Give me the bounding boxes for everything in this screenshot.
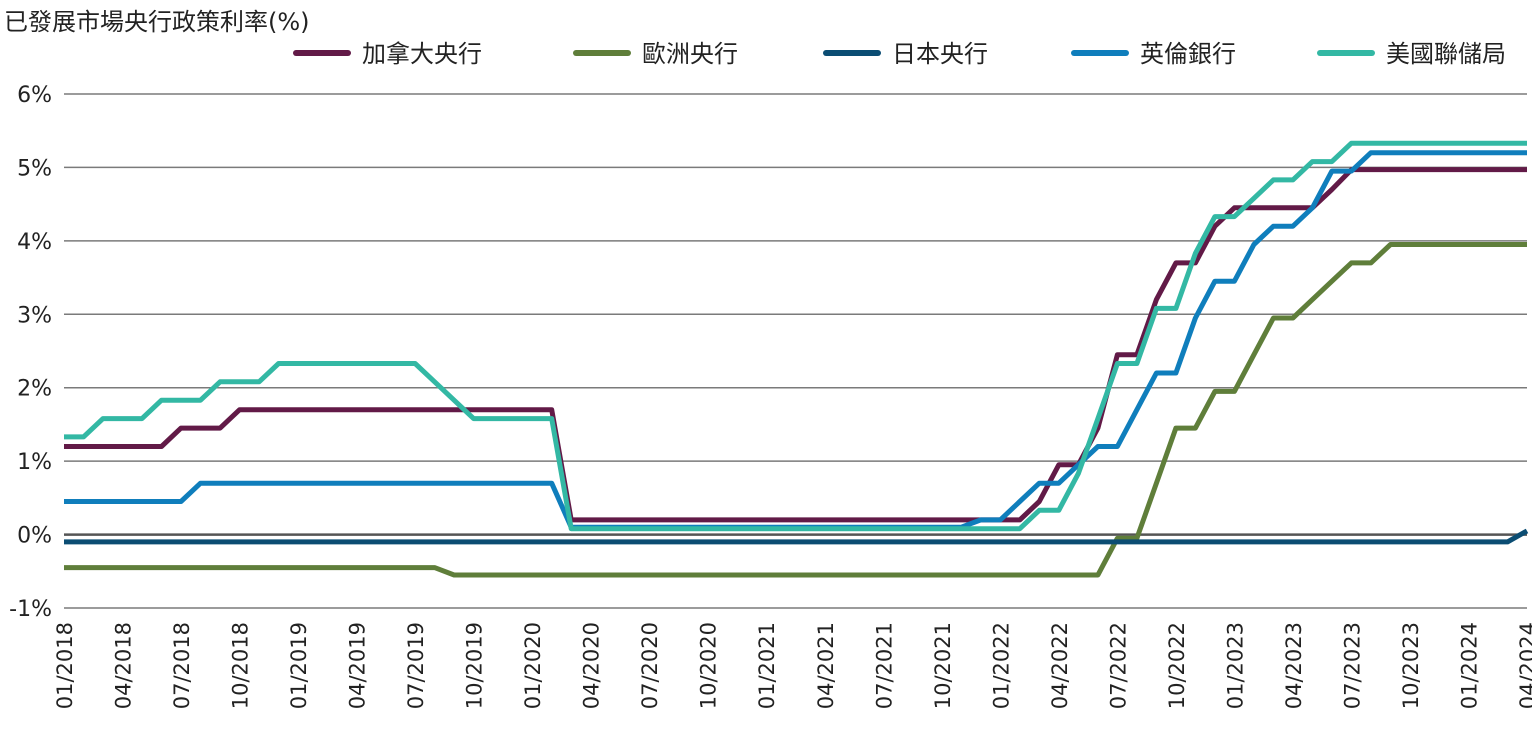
legend-item: 加拿大央行	[293, 40, 482, 68]
x-tick-label: 07/2021	[872, 622, 896, 709]
x-tick-label: 01/2020	[521, 622, 545, 709]
legend-item: 日本央行	[823, 40, 988, 68]
y-tick-label: 5%	[17, 156, 52, 181]
x-tick-label: 01/2023	[1223, 622, 1247, 709]
grid-layer	[64, 93, 1527, 609]
series-line-1	[64, 242, 1527, 578]
y-tick-label: 2%	[17, 377, 52, 402]
y-tick-label: 1%	[17, 450, 52, 475]
x-tick-label: 04/2022	[1048, 622, 1072, 709]
x-tick-label: 10/2020	[697, 622, 721, 709]
series-line-2	[64, 528, 1529, 545]
legend: 加拿大央行 歐洲央行 日本央行 英倫銀行 美國聯儲局	[293, 40, 1506, 68]
y-tick-label: 3%	[17, 303, 52, 328]
legend-item: 美國聯儲局	[1317, 40, 1506, 68]
legend-item: 英倫銀行	[1071, 40, 1236, 68]
x-tick-label: 07/2019	[404, 622, 428, 709]
legend-label: 日本央行	[892, 40, 988, 68]
x-tick-label: 07/2018	[170, 622, 194, 709]
x-tick-label: 01/2022	[989, 622, 1013, 709]
x-tick-label: 10/2023	[1399, 622, 1423, 709]
series-line-4	[64, 140, 1527, 532]
x-tick-label: 07/2023	[1340, 622, 1364, 709]
x-tick-label: 04/2024	[1516, 622, 1532, 709]
legend-label: 歐洲央行	[642, 40, 738, 68]
x-tick-label: 04/2021	[814, 622, 838, 709]
x-tick-label: 04/2023	[1282, 622, 1306, 709]
x-tick-label: 10/2018	[229, 622, 253, 709]
series-line-0	[64, 167, 1527, 523]
series-layer	[64, 140, 1529, 578]
x-tick-label: 10/2019	[463, 622, 487, 709]
y-axis-ticks: -1% 0% 1% 2% 3% 4% 5% 6%	[9, 83, 52, 622]
x-tick-label: 07/2020	[638, 622, 662, 709]
x-tick-label: 01/2021	[755, 622, 779, 709]
x-axis-ticks: 01/2018 04/2018 07/2018 10/2018 01/2019 04/20…	[53, 622, 1532, 709]
x-tick-label: 04/2019	[346, 622, 370, 709]
x-tick-label: 01/2024	[1457, 622, 1481, 709]
legend-label: 加拿大央行	[362, 40, 482, 68]
y-tick-label: -1%	[9, 597, 52, 622]
y-tick-label: 6%	[17, 83, 52, 108]
legend-label: 英倫銀行	[1140, 40, 1236, 68]
x-tick-label: 01/2018	[53, 622, 77, 709]
x-tick-label: 07/2022	[1106, 622, 1130, 709]
x-tick-label: 10/2022	[1165, 622, 1189, 709]
x-tick-label: 01/2019	[287, 622, 311, 709]
x-tick-label: 04/2020	[580, 622, 604, 709]
y-tick-label: 0%	[17, 524, 52, 549]
legend-label: 美國聯儲局	[1386, 40, 1506, 68]
x-tick-label: 04/2018	[112, 622, 136, 709]
chart-title: 已發展市場央行政策利率(%)	[4, 8, 310, 36]
y-tick-label: 4%	[17, 230, 52, 255]
x-tick-label: 10/2021	[931, 622, 955, 709]
legend-item: 歐洲央行	[573, 40, 738, 68]
